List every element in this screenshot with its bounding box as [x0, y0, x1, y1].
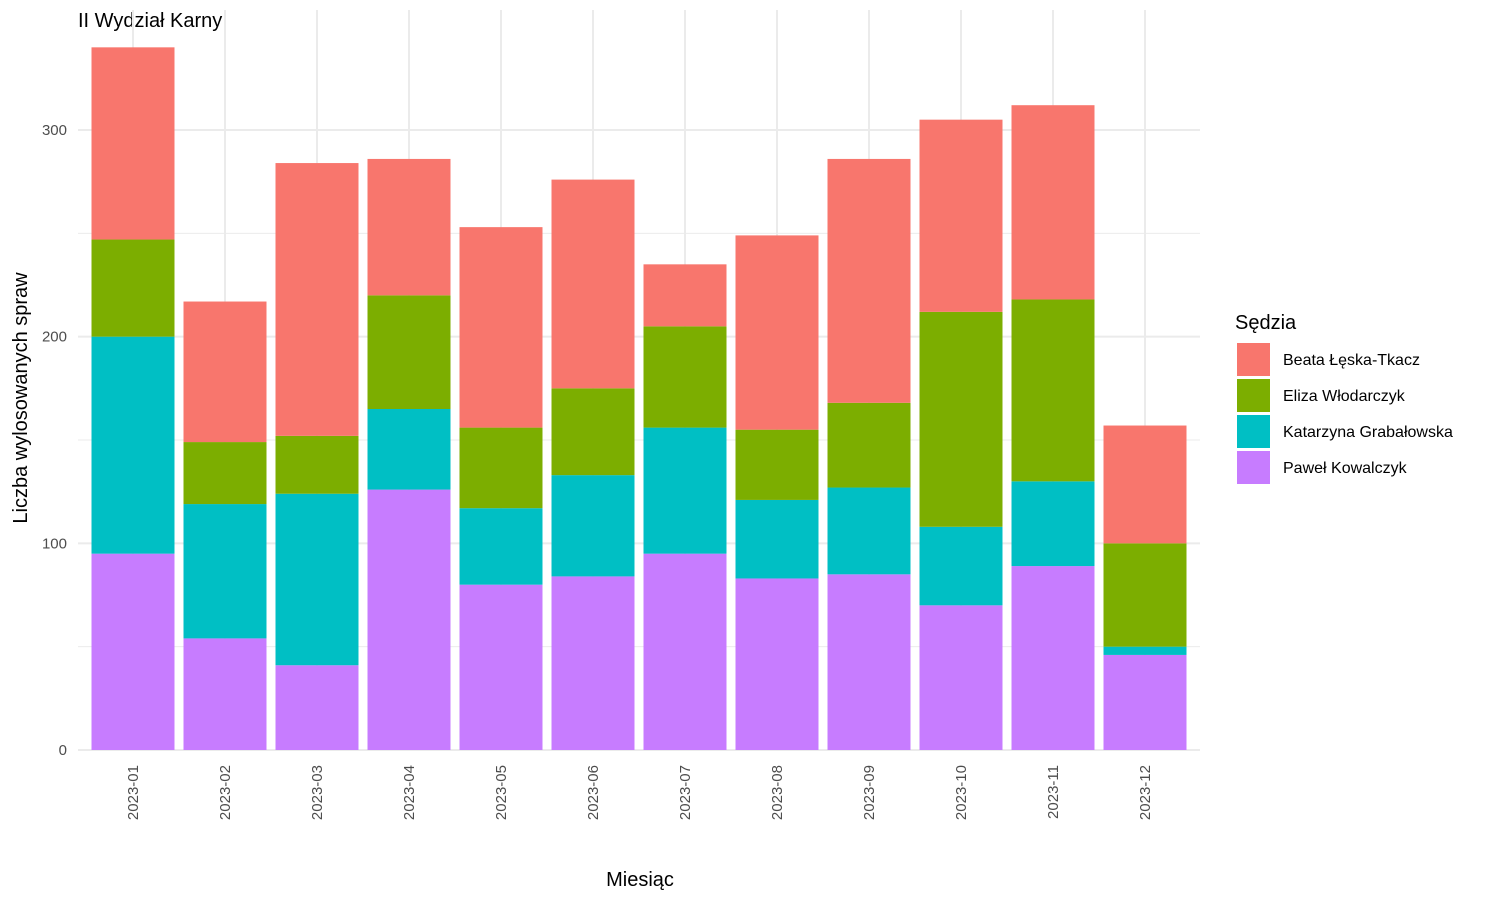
- x-tick-label: 2023-07: [677, 765, 694, 820]
- x-axis-ticks: 2023-01 2023-02 2023-03 2023-04 2023-05 2023-…: [125, 765, 1154, 820]
- bar-segment: [275, 435, 359, 494]
- bar-segment: [551, 388, 635, 476]
- bar-segment: [91, 336, 175, 554]
- bar-segment: [1011, 299, 1095, 482]
- x-tick-label: 2023-04: [401, 765, 418, 820]
- bar-segment: [1011, 105, 1095, 300]
- legend-swatch: [1237, 415, 1270, 448]
- x-tick-label: 2023-08: [769, 765, 786, 820]
- bar-segment: [827, 487, 911, 575]
- bar-segment: [735, 429, 819, 500]
- x-tick-label: 2023-03: [309, 765, 326, 820]
- bar-segment: [735, 499, 819, 579]
- bar-segment: [367, 295, 451, 409]
- legend-swatch: [1237, 343, 1270, 376]
- bar-segment: [551, 475, 635, 577]
- x-tick-label: 2023-09: [861, 765, 878, 820]
- bar-segment: [919, 526, 1003, 606]
- legend-swatch: [1237, 379, 1270, 412]
- x-tick-label: 2023-01: [125, 765, 142, 820]
- x-tick-label: 2023-06: [585, 765, 602, 820]
- bar-segment: [1103, 425, 1187, 544]
- bar-segment: [91, 47, 175, 240]
- x-axis-title: Miesiąc: [606, 869, 674, 891]
- x-tick-label: 2023-02: [217, 765, 234, 820]
- x-tick-label: 2023-11: [1045, 765, 1062, 819]
- legend-swatch: [1237, 451, 1270, 484]
- bar-segment: [1011, 566, 1095, 750]
- bar-segment: [643, 553, 727, 750]
- bar-segment: [1103, 654, 1187, 750]
- bars: [91, 47, 1187, 750]
- bar-segment: [643, 427, 727, 554]
- bar-segment: [1103, 646, 1187, 655]
- legend-title: Sędzia: [1235, 312, 1297, 334]
- bar-segment: [919, 119, 1003, 312]
- bar-segment: [91, 239, 175, 337]
- y-tick-label: 0: [59, 742, 67, 759]
- bar-segment: [735, 578, 819, 750]
- legend-label: Eliza Włodarczyk: [1283, 388, 1406, 405]
- bar-segment: [459, 227, 543, 428]
- y-tick-label: 100: [42, 535, 67, 552]
- bar-segment: [1103, 543, 1187, 647]
- bar-segment: [275, 163, 359, 436]
- bar-segment: [183, 442, 267, 505]
- y-tick-label: 300: [42, 122, 67, 139]
- y-tick-label: 200: [42, 329, 67, 346]
- bar-segment: [551, 576, 635, 750]
- bar-segment: [91, 553, 175, 750]
- bar-segment: [183, 301, 267, 443]
- y-axis-ticks: 0 100 200 300: [42, 122, 67, 759]
- x-tick-label: 2023-05: [493, 765, 510, 820]
- bar-segment: [459, 584, 543, 750]
- bar-segment: [367, 409, 451, 490]
- chart-title: II Wydział Karny: [78, 10, 222, 32]
- bar-segment: [551, 179, 635, 389]
- legend-label: Paweł Kowalczyk: [1283, 460, 1408, 477]
- bar-segment: [183, 638, 267, 750]
- bar-segment: [827, 402, 911, 488]
- bar-segment: [735, 235, 819, 430]
- bar-segment: [827, 574, 911, 750]
- bar-segment: [643, 264, 727, 327]
- bar-segment: [827, 158, 911, 403]
- bar-segment: [643, 326, 727, 428]
- bar-segment: [275, 493, 359, 666]
- bar-segment: [459, 508, 543, 585]
- bar-segment: [459, 427, 543, 509]
- legend: Sędzia Beata Łęska-Tkacz Eliza Włodarczyk…: [1235, 312, 1453, 484]
- bar-segment: [367, 489, 451, 750]
- bar-segment: [919, 311, 1003, 527]
- bar-segment: [183, 504, 267, 639]
- y-axis-title: Liczba wylosowanych spraw: [10, 272, 32, 524]
- legend-label: Katarzyna Grabałowska: [1283, 424, 1453, 441]
- bar-segment: [275, 665, 359, 750]
- bar-segment: [367, 158, 451, 296]
- x-tick-label: 2023-10: [953, 765, 970, 820]
- x-tick-label: 2023-12: [1137, 765, 1154, 820]
- bar-segment: [1011, 481, 1095, 567]
- bar-segment: [919, 605, 1003, 750]
- legend-label: Beata Łęska-Tkacz: [1283, 352, 1420, 369]
